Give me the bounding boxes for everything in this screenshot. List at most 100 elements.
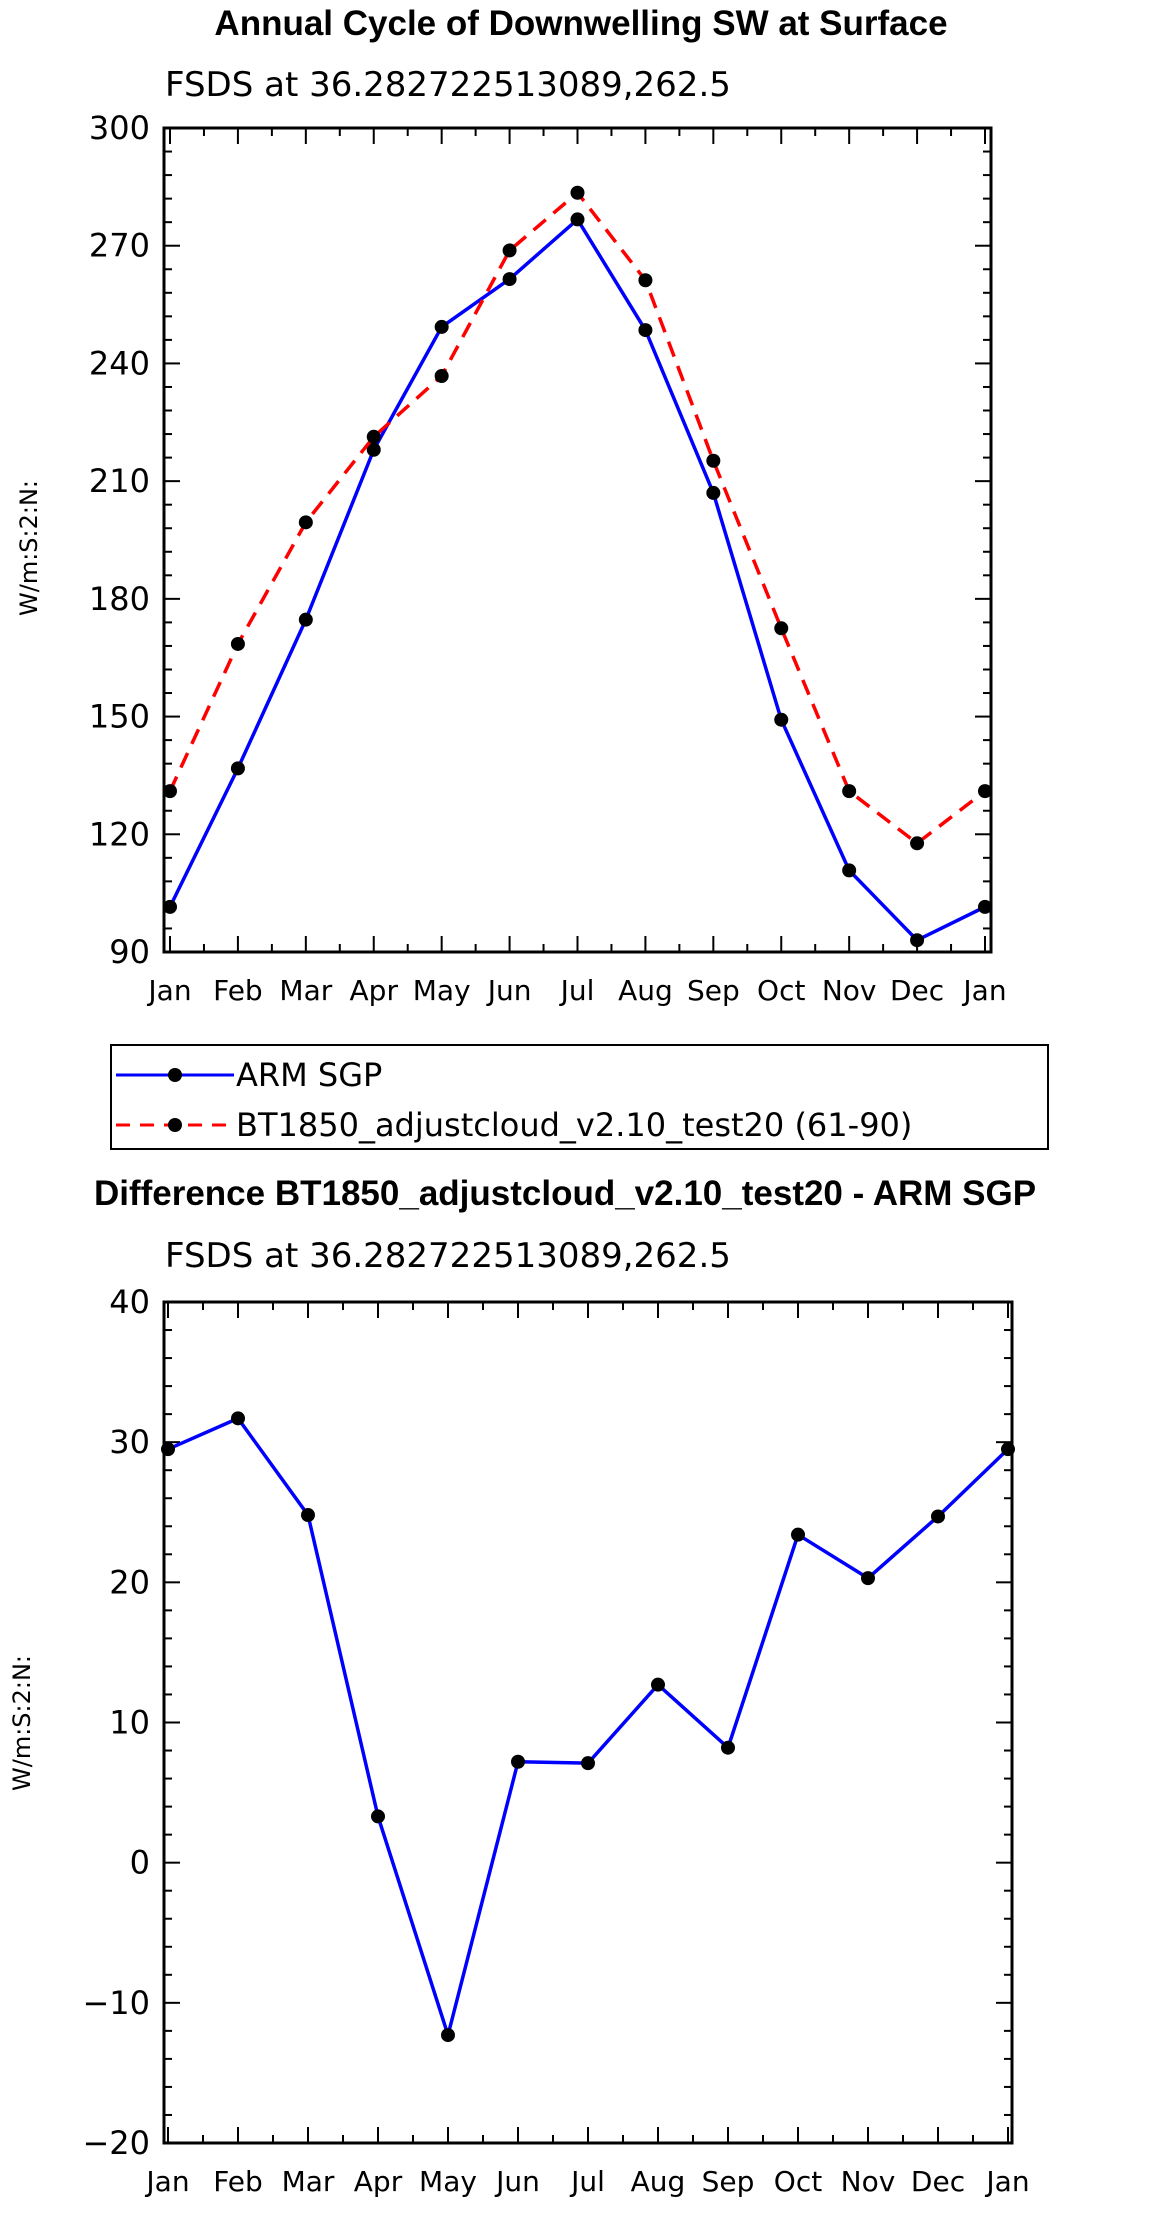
chart-2-plot-frame xyxy=(162,1300,1014,2145)
chart-2-point-difference-3 xyxy=(371,1809,385,1824)
chart-2-point-difference-11 xyxy=(931,1509,945,1524)
chart-2-point-difference-2 xyxy=(301,1508,315,1523)
chart-1-point-arm-sgp-5 xyxy=(502,272,517,287)
chart-2-xtick-label-jan: Jan xyxy=(144,2165,189,2198)
chart-1-xtick-label-apr: Apr xyxy=(350,974,399,1007)
chart-1-point-bt1850-adjustcloud-v2-10-test20-61-90-4 xyxy=(434,368,449,383)
chart-1-y-axis-label: W/m:S:2:N: xyxy=(15,480,43,616)
chart-1-xtick-label-mar: Mar xyxy=(279,974,332,1007)
chart-2-xtick-label-mar: Mar xyxy=(282,2165,335,2198)
legend-marker-arm-sgp xyxy=(168,1068,182,1082)
chart-1-point-bt1850-adjustcloud-v2-10-test20-61-90-6 xyxy=(570,185,585,200)
chart-2-xtick-label-may: May xyxy=(419,2165,477,2198)
chart-2-point-difference-9 xyxy=(791,1527,805,1542)
chart-1-point-bt1850-adjustcloud-v2-10-test20-61-90-11 xyxy=(910,836,925,851)
chart-1-xtick-label-may: May xyxy=(413,974,471,1007)
chart-1-ytick-label: 270 xyxy=(89,227,150,265)
difference-chart: Difference BT1850_adjustcloud_v2.10_test… xyxy=(8,1174,1036,2198)
chart-1-xtick-label-jun: Jun xyxy=(486,974,532,1007)
chart-1-point-bt1850-adjustcloud-v2-10-test20-61-90-1 xyxy=(230,636,245,651)
chart-2-xtick-label-aug: Aug xyxy=(631,2165,686,2198)
chart-2-ytick-label: 0 xyxy=(130,1844,150,1882)
chart-2-point-difference-12 xyxy=(1001,1442,1015,1457)
chart-1-point-arm-sgp-12 xyxy=(978,899,992,914)
chart-1-ytick-label: 240 xyxy=(89,344,150,382)
chart-2-point-difference-10 xyxy=(861,1571,875,1586)
chart-2-xtick-label-apr: Apr xyxy=(354,2165,403,2198)
chart-1-point-bt1850-adjustcloud-v2-10-test20-61-90-12 xyxy=(978,784,992,799)
chart-1-title: Annual Cycle of Downwelling SW at Surfac… xyxy=(214,4,947,43)
chart-1-xtick-label-jan: Jan xyxy=(146,974,191,1007)
chart-1-point-arm-sgp-10 xyxy=(842,863,857,878)
chart-2-xtick-label-jul: Jul xyxy=(569,2165,605,2198)
chart-1-point-arm-sgp-6 xyxy=(570,212,585,227)
chart-1-point-bt1850-adjustcloud-v2-10-test20-61-90-10 xyxy=(842,784,857,799)
chart-2-ytick-label: 20 xyxy=(109,1563,150,1601)
chart-2-xtick-label-nov: Nov xyxy=(841,2165,896,2198)
legend-box xyxy=(110,1044,1049,1150)
chart-1-ytick-label: 210 xyxy=(89,462,150,500)
chart-2-point-difference-1 xyxy=(231,1411,245,1426)
chart-1-xtick-label-jul: Jul xyxy=(559,974,595,1007)
chart-1-point-arm-sgp-0 xyxy=(163,899,177,914)
chart-2-ytick-label: 40 xyxy=(109,1283,150,1321)
chart-1-point-bt1850-adjustcloud-v2-10-test20-61-90-5 xyxy=(502,243,517,258)
chart-1-ytick-label: 300 xyxy=(89,109,150,147)
chart-1-point-bt1850-adjustcloud-v2-10-test20-61-90-9 xyxy=(774,621,789,636)
chart-2-title: Difference BT1850_adjustcloud_v2.10_test… xyxy=(94,1174,1036,1213)
chart-1-xtick-label-nov: Nov xyxy=(822,974,877,1007)
chart-2-xtick-label-dec: Dec xyxy=(911,2165,965,2198)
chart-2-series-line-difference xyxy=(167,1416,1010,2037)
chart-1-point-bt1850-adjustcloud-v2-10-test20-61-90-2 xyxy=(298,515,313,530)
chart-2-xtick-label-sep: Sep xyxy=(702,2165,755,2198)
chart-1-xtick-label-oct: Oct xyxy=(757,974,805,1007)
chart-2-xtick-label-jan: Jan xyxy=(984,2165,1029,2198)
legend-marker-bt1850 xyxy=(168,1118,182,1132)
chart-2-point-difference-0 xyxy=(161,1442,175,1457)
chart-1-plot-frame xyxy=(162,126,993,954)
chart-2-ytick-label: 30 xyxy=(109,1423,150,1461)
chart-2-point-difference-4 xyxy=(441,2028,455,2043)
chart-2-y-axis-label: W/m:S:2:N: xyxy=(8,1655,36,1791)
chart-2-point-difference-5 xyxy=(511,1754,525,1769)
chart-1-ytick-label: 120 xyxy=(89,815,150,853)
chart-2-ytick-label: −10 xyxy=(82,1984,150,2022)
chart-1-point-arm-sgp-11 xyxy=(910,933,925,948)
chart-1-point-bt1850-adjustcloud-v2-10-test20-61-90-3 xyxy=(366,429,381,444)
chart-1-ytick-label: 90 xyxy=(109,933,150,971)
chart-2-ytick-label: −20 xyxy=(82,2124,150,2162)
chart-1-point-arm-sgp-7 xyxy=(638,323,653,338)
chart-1-xtick-label-sep: Sep xyxy=(687,974,740,1007)
chart-1-ytick-label: 180 xyxy=(89,580,150,618)
chart-2-xtick-label-feb: Feb xyxy=(213,2165,263,2198)
chart-1-point-bt1850-adjustcloud-v2-10-test20-61-90-0 xyxy=(163,784,177,799)
chart-1-point-arm-sgp-3 xyxy=(366,442,381,457)
chart-1-point-arm-sgp-2 xyxy=(298,612,313,627)
legend-label-bt1850: BT1850_adjustcloud_v2.10_test20 (61-90) xyxy=(236,1106,912,1144)
chart-1-xtick-label-feb: Feb xyxy=(213,974,263,1007)
chart-1-point-bt1850-adjustcloud-v2-10-test20-61-90-8 xyxy=(706,453,721,468)
chart-1-point-arm-sgp-1 xyxy=(230,761,245,776)
annual-cycle-chart: Annual Cycle of Downwelling SW at Surfac… xyxy=(15,4,1007,1007)
chart-2-xtick-label-jun: Jun xyxy=(494,2165,540,2198)
chart-1-point-bt1850-adjustcloud-v2-10-test20-61-90-7 xyxy=(638,273,653,288)
chart-1-point-arm-sgp-8 xyxy=(706,485,721,500)
chart-2-point-difference-6 xyxy=(581,1756,595,1771)
legend-label-arm-sgp: ARM SGP xyxy=(236,1056,382,1094)
chart-1-series-line-bt1850-adjustcloud-v2-10-test20-61-90 xyxy=(168,190,987,846)
chart-1-xtick-label-aug: Aug xyxy=(618,974,673,1007)
chart-1-xtick-label-jan: Jan xyxy=(961,974,1006,1007)
chart-1-series-line-arm-sgp xyxy=(168,217,986,942)
chart-2-point-difference-8 xyxy=(721,1740,735,1755)
chart-1-point-arm-sgp-9 xyxy=(774,712,789,727)
chart-1-subtitle: FSDS at 36.282722513089,262.5 xyxy=(165,65,731,105)
chart-1-legend: ARM SGP BT1850_adjustcloud_v2.10_test20 … xyxy=(110,1044,1049,1150)
chart-2-xtick-label-oct: Oct xyxy=(774,2165,822,2198)
chart-2-subtitle: FSDS at 36.282722513089,262.5 xyxy=(165,1236,731,1276)
chart-2-point-difference-7 xyxy=(651,1677,665,1692)
chart-1-point-arm-sgp-4 xyxy=(434,319,449,334)
chart-1-ytick-label: 150 xyxy=(89,698,150,736)
chart-1-xtick-label-dec: Dec xyxy=(890,974,944,1007)
chart-2-ytick-label: 10 xyxy=(109,1704,150,1742)
